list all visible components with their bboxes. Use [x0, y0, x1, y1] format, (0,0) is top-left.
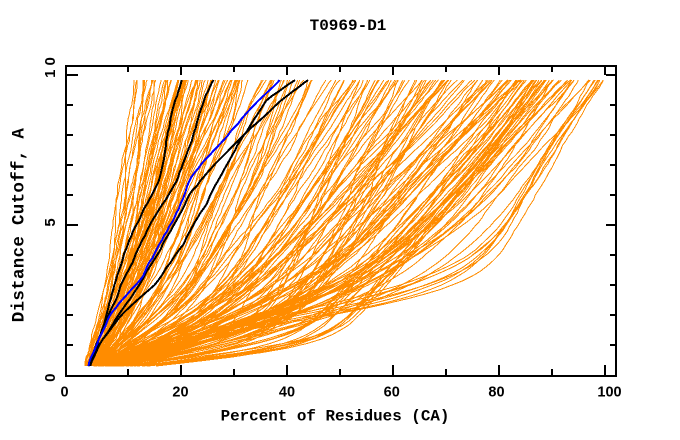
- svg-text:10: 10: [42, 53, 59, 78]
- svg-text:60: 60: [384, 384, 400, 400]
- svg-text:100: 100: [597, 384, 621, 400]
- svg-text:T0969-D1: T0969-D1: [310, 17, 387, 35]
- svg-text:Distance Cutoff, A: Distance Cutoff, A: [10, 128, 30, 323]
- svg-text:20: 20: [172, 384, 188, 400]
- svg-text:Percent of Residues (CA): Percent of Residues (CA): [221, 408, 450, 426]
- svg-text:5: 5: [42, 214, 59, 226]
- svg-text:0: 0: [60, 384, 68, 400]
- svg-text:80: 80: [488, 384, 504, 400]
- svg-text:40: 40: [279, 384, 295, 400]
- svg-text:0: 0: [42, 370, 59, 382]
